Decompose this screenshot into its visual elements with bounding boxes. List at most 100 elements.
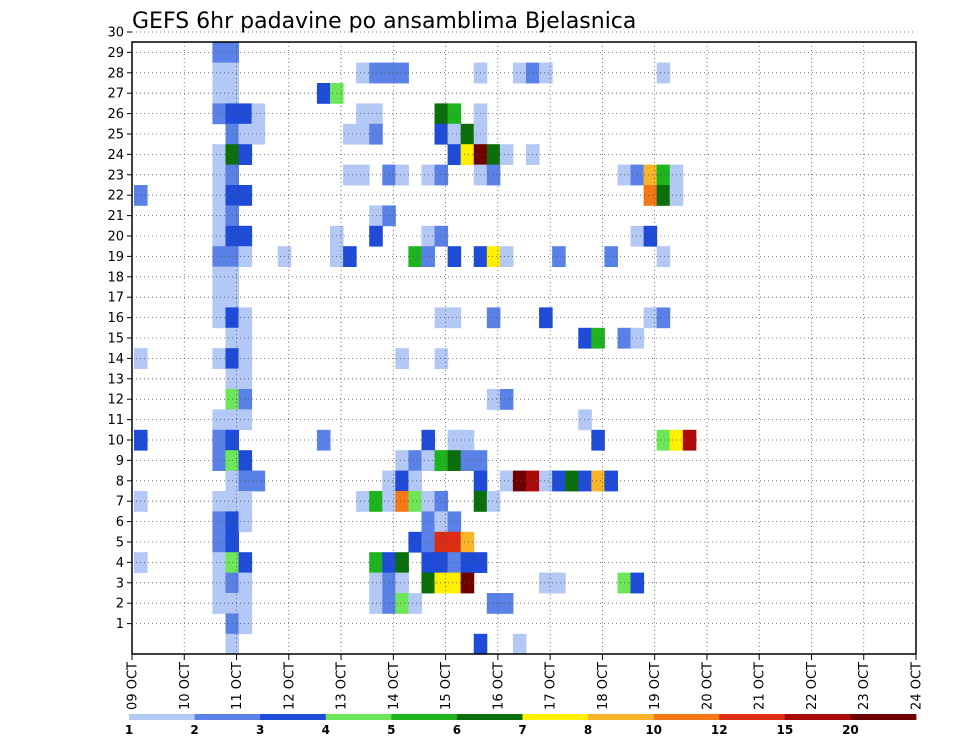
heatmap-cell [460, 429, 475, 451]
y-axis-ticks: 1234567891011121314151617181920212223242… [107, 26, 132, 632]
heatmap-cell [434, 572, 449, 594]
y-tick-label: 15 [107, 332, 124, 347]
heatmap-cell [565, 470, 579, 492]
colorbar-segment [260, 714, 327, 720]
heatmap-cell [447, 429, 462, 451]
heatmap-cell [238, 593, 253, 614]
colorbar-segment [784, 714, 851, 720]
heatmap-cell [486, 246, 501, 267]
heatmap-cell [212, 164, 226, 186]
colorbar-segment [325, 714, 392, 720]
heatmap-cell [682, 429, 697, 451]
heatmap-cell [238, 389, 253, 410]
heatmap-cell [552, 246, 566, 267]
heatmap-cell [356, 491, 370, 512]
heatmap-cell [356, 62, 370, 84]
heatmap-cell [212, 287, 226, 308]
colorbar: 1 2 3 4 5 6 7 8 10 12 15 20 [125, 714, 917, 737]
heatmap-cell [434, 552, 449, 573]
heatmap-cell [343, 164, 357, 186]
heatmap-cell [212, 593, 226, 614]
heatmap-cell [382, 62, 396, 84]
heatmap-cell [395, 491, 409, 512]
heatmap-cell [212, 42, 226, 63]
heatmap-cell [630, 327, 645, 349]
heatmap-cell [395, 62, 409, 84]
heatmap-cell [395, 470, 409, 492]
heatmap-cell [212, 144, 226, 165]
heatmap-cell [316, 83, 331, 104]
y-tick-label: 16 [107, 311, 124, 326]
heatmap-cell [460, 531, 475, 553]
heatmap-cell [212, 511, 226, 533]
y-tick-label: 2 [116, 597, 124, 612]
heatmap-cell [356, 103, 370, 125]
y-tick-label: 25 [107, 128, 124, 143]
heatmap-cell [604, 470, 618, 492]
heatmap-cell [343, 246, 357, 267]
y-tick-label: 3 [116, 576, 124, 591]
heatmap-cell [369, 225, 383, 247]
heatmap-cell [238, 185, 253, 206]
heatmap-cell [434, 225, 449, 247]
heatmap-cell [369, 205, 383, 227]
y-tick-label: 11 [107, 413, 124, 428]
heatmap-cell [356, 164, 370, 186]
heatmap-cell [212, 409, 226, 431]
heatmap-cell [395, 552, 409, 573]
heatmap-cell [238, 450, 253, 471]
colorbar-label: 6 [453, 723, 461, 737]
heatmap-cell [382, 552, 396, 573]
y-tick-label: 17 [107, 291, 124, 306]
colorbar-label: 7 [518, 723, 526, 737]
heatmap-cell [643, 225, 658, 247]
heatmap-cell [656, 62, 671, 84]
heatmap-cell [447, 144, 462, 165]
heatmap-cell [447, 103, 462, 125]
heatmap-cell [447, 531, 462, 553]
chart-title: GEFS 6hr padavine po ansamblima Bjelasni… [132, 9, 636, 34]
heatmap-cell [578, 409, 592, 431]
grid-lines [132, 31, 916, 654]
heatmap-cell [630, 572, 645, 594]
heatmap-cell [434, 531, 449, 553]
heatmap-cell [212, 348, 226, 369]
heatmap-cell [486, 491, 501, 512]
heatmap-cell [251, 123, 266, 145]
colorbar-label: 3 [256, 723, 264, 737]
heatmap-cell [395, 572, 409, 594]
heatmap-cell [434, 511, 449, 533]
heatmap-cell [238, 368, 253, 390]
heatmap-cell [486, 144, 501, 165]
heatmap-cell [343, 123, 357, 145]
heatmap-cell [238, 246, 253, 267]
heatmap-cell [238, 307, 253, 329]
colorbar-label: 10 [645, 723, 662, 737]
heatmap-cell [656, 185, 671, 206]
heatmap-cell [408, 246, 422, 267]
heatmap-cell [539, 62, 553, 84]
x-tick-label: 15 OCT [439, 662, 454, 710]
x-tick-label: 21 OCT [753, 662, 768, 710]
heatmap-cell [499, 470, 514, 492]
heatmap-cell [369, 552, 383, 573]
y-tick-label: 27 [107, 87, 124, 102]
heatmap-cell [251, 470, 266, 492]
heatmap-cell [238, 409, 253, 431]
heatmap-cell [460, 450, 475, 471]
x-tick-label: 16 OCT [491, 662, 506, 710]
heatmap-cell [643, 307, 658, 329]
heatmap-cell [238, 511, 253, 533]
heatmap-cell [212, 225, 226, 247]
y-tick-label: 20 [107, 230, 124, 245]
heatmap-cell [460, 144, 475, 165]
colorbar-segment [653, 714, 720, 720]
heatmap-cell [382, 164, 396, 186]
heatmap-cell [578, 327, 592, 349]
colorbar-segment [522, 714, 589, 720]
heatmap-cell [578, 470, 592, 492]
heatmap-cell [212, 531, 226, 553]
heatmap-cell [212, 307, 226, 329]
heatmap-cell [656, 246, 671, 267]
